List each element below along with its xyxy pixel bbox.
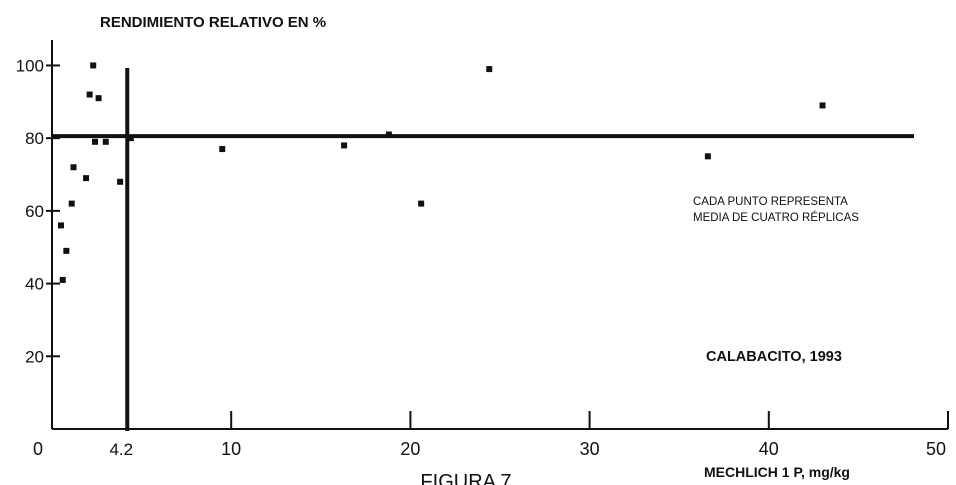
data-point: [68, 200, 75, 207]
data-point: [486, 66, 493, 73]
data-point: [86, 91, 93, 98]
y-tick-label: 60: [25, 202, 44, 221]
data-point: [418, 200, 425, 207]
data-point: [95, 95, 102, 102]
y-tick-label: 100: [16, 56, 44, 75]
data-point: [57, 222, 64, 229]
data-points: [57, 62, 826, 283]
data-point: [704, 153, 711, 160]
data-point: [59, 276, 66, 283]
data-point: [219, 146, 226, 153]
x-tick-label: 50: [926, 439, 946, 459]
critical-x-tick-label: 4.2: [109, 440, 133, 459]
data-point: [63, 247, 70, 254]
x-tick-label: 40: [759, 439, 779, 459]
x-tick-label: 30: [580, 439, 600, 459]
annotation-line-1: CADA PUNTO REPRESENTA: [693, 196, 848, 208]
figure-caption: FIGURA 7: [420, 471, 511, 485]
data-point: [385, 131, 392, 138]
y-axis-label: RENDIMIENTO RELATIVO EN %: [100, 14, 326, 31]
data-point: [90, 62, 97, 69]
y-axis-ticks: 20 40 60 80 100: [16, 56, 60, 366]
location-year-label: CALABACITO, 1993: [706, 349, 842, 365]
x-tick-label: 20: [400, 439, 420, 459]
x-tick-label: 10: [221, 439, 241, 459]
data-point: [92, 138, 99, 145]
y-tick-label: 80: [25, 129, 44, 148]
data-point: [819, 102, 826, 109]
data-point: [341, 142, 348, 149]
x-axis-label: MECHLICH 1 P, mg/kg: [704, 464, 850, 480]
data-point: [83, 175, 90, 182]
data-point: [117, 178, 124, 185]
y-tick-label: 20: [25, 347, 44, 366]
data-point: [102, 138, 109, 145]
y-tick-label: 40: [25, 275, 44, 294]
data-point: [70, 164, 77, 171]
annotation-line-2: MEDIA DE CUATRO RÉPLICAS: [693, 211, 859, 224]
data-point: [127, 135, 134, 142]
x-axis-ticks: 0 10 20 30 40 50 4.2: [33, 411, 949, 459]
x-tick-label: 0: [33, 439, 43, 459]
